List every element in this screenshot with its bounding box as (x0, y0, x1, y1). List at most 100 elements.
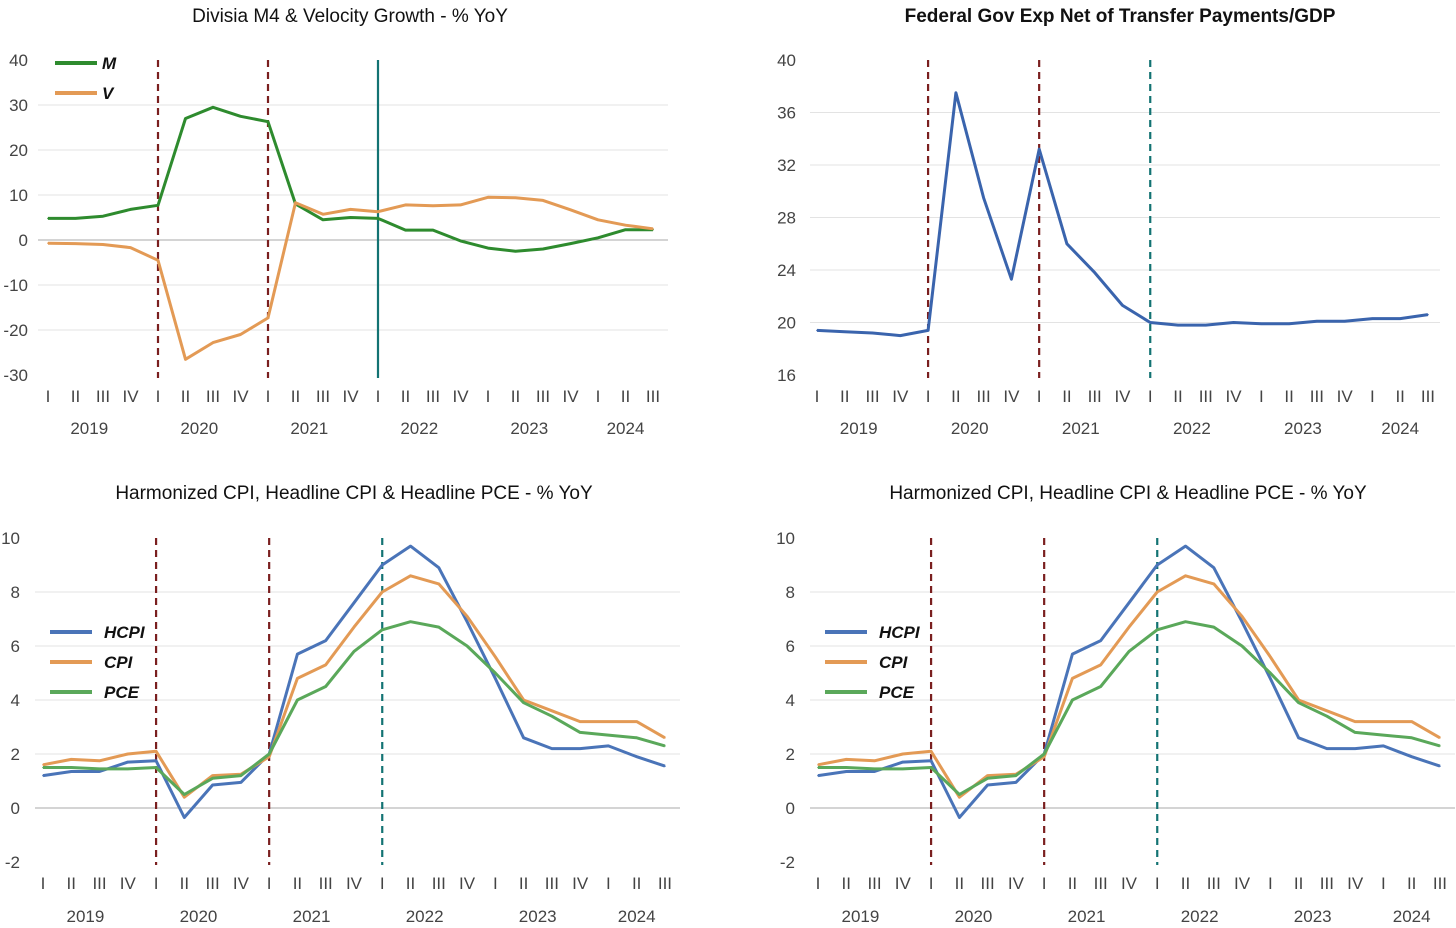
x-quarter-label: IV (1008, 874, 1025, 893)
data-point (1071, 699, 1074, 701)
data-point (579, 731, 581, 734)
data-point (127, 768, 129, 770)
data-point (70, 758, 73, 761)
x-quarter-label: IV (1234, 874, 1251, 893)
x-quarter-label: IV (1114, 387, 1131, 406)
x-quarter-label: I (1155, 874, 1160, 893)
data-point (377, 217, 379, 220)
x-quarter-label: II (955, 874, 964, 893)
x-year-label: 2020 (951, 419, 989, 438)
series-line-hcpi (817, 544, 1441, 819)
x-quarter-label: IV (895, 874, 912, 893)
y-tick-label: 16 (777, 366, 796, 385)
data-point (1410, 720, 1413, 723)
data-point (459, 204, 462, 206)
legend-label: V (102, 84, 115, 103)
y-tick-label: 40 (777, 51, 796, 70)
legend-label: HCPI (879, 623, 921, 642)
data-point (816, 329, 818, 332)
data-point (873, 768, 876, 770)
data-point (324, 685, 327, 688)
x-quarter-label: II (180, 874, 189, 893)
data-point (437, 566, 440, 569)
data-point (296, 699, 299, 701)
y-tick-label: 24 (777, 261, 796, 280)
data-point (930, 750, 932, 753)
data-point (157, 204, 159, 207)
data-point (1427, 313, 1429, 316)
data-point (42, 774, 44, 777)
x-year-label: 2020 (180, 907, 218, 926)
data-point (409, 575, 412, 577)
data-point (845, 770, 848, 773)
x-quarter-label: III (1310, 387, 1324, 406)
data-point (579, 720, 581, 723)
data-point (873, 759, 876, 762)
y-tick-label: 20 (777, 314, 796, 333)
x-quarter-label: I (1370, 387, 1375, 406)
data-point (652, 227, 654, 230)
x-quarter-label: I (596, 387, 601, 406)
x-quarter-label: II (1395, 387, 1404, 406)
data-point (437, 626, 440, 628)
y-tick-label: 28 (777, 209, 796, 228)
x-quarter-label: III (96, 387, 110, 406)
data-point (817, 764, 819, 766)
y-tick-label: -10 (3, 276, 28, 295)
data-point (1439, 745, 1441, 747)
y-tick-label: 30 (9, 96, 28, 115)
data-point (1071, 677, 1074, 680)
y-tick-label: 2 (786, 745, 795, 764)
x-quarter-label: III (1421, 387, 1435, 406)
data-point (1071, 653, 1074, 655)
data-point (986, 774, 989, 777)
data-point (466, 615, 468, 618)
y-tick-label: 10 (776, 529, 795, 548)
y-tick-label: 10 (9, 186, 28, 205)
data-point (494, 656, 497, 658)
data-point (902, 761, 904, 763)
x-quarter-label: I (1381, 874, 1386, 893)
data-point (1121, 304, 1124, 307)
data-point (98, 759, 101, 762)
data-point (1066, 242, 1068, 245)
data-point (212, 341, 214, 344)
y-tick-label: -20 (3, 321, 28, 340)
data-point (514, 250, 517, 253)
data-point (353, 626, 355, 628)
x-quarter-label: I (816, 874, 821, 893)
x-year-label: 2023 (1294, 907, 1332, 926)
data-point (982, 197, 985, 199)
x-quarter-label: III (432, 874, 446, 893)
x-quarter-label: II (71, 387, 80, 406)
data-point (930, 759, 932, 762)
data-point (845, 766, 848, 769)
x-year-label: 2024 (618, 907, 656, 926)
chart-1: Divisia M4 & Velocity Growth - % YoY -30 -… (3, 6, 668, 438)
data-point (624, 224, 627, 226)
chart-title: Harmonized CPI, Headline CPI & Headline … (115, 483, 593, 504)
legend-label: CPI (879, 653, 909, 672)
y-tick-label: 8 (786, 583, 795, 602)
data-point (1354, 747, 1356, 750)
data-point (1382, 745, 1385, 747)
data-point (569, 209, 572, 211)
data-point (102, 215, 104, 217)
data-point (551, 710, 553, 712)
data-point (129, 208, 132, 211)
y-tick-label: -2 (5, 853, 20, 872)
x-year-label: 2022 (1181, 907, 1219, 926)
data-point (1204, 324, 1207, 326)
data-point (184, 358, 187, 361)
data-point (1269, 672, 1272, 674)
data-point (958, 793, 961, 796)
x-year-label: 2019 (841, 907, 879, 926)
data-point (102, 243, 104, 246)
x-quarter-label: I (815, 387, 820, 406)
data-point (1410, 755, 1413, 758)
data-point (1184, 575, 1187, 577)
x-quarter-label: I (1037, 387, 1042, 406)
x-quarter-label: III (536, 387, 550, 406)
data-point (958, 816, 961, 819)
x-quarter-label: I (929, 874, 934, 893)
